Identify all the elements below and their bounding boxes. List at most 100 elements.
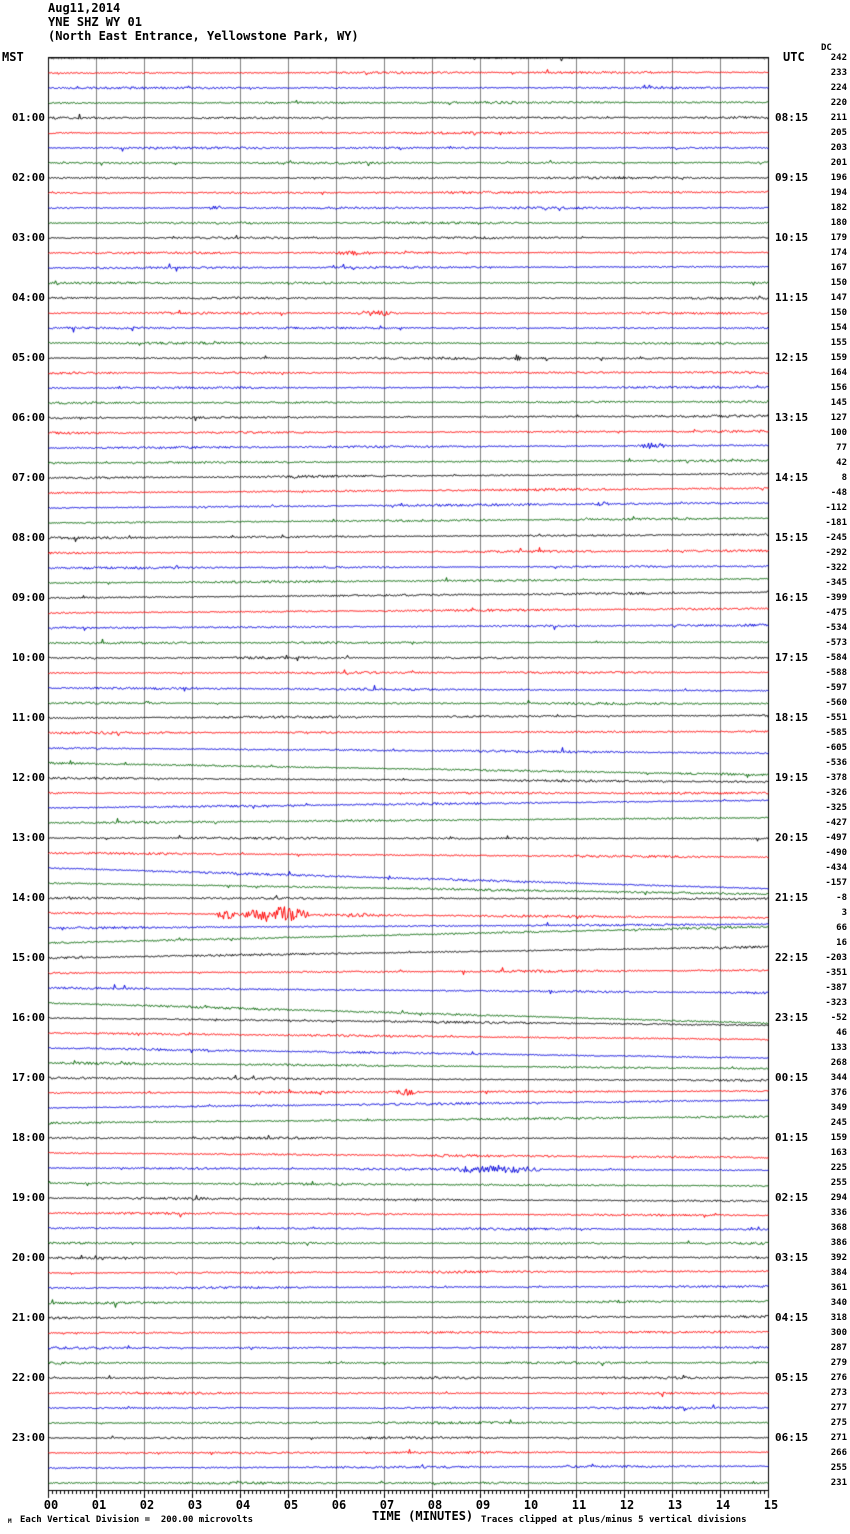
dc-value: 164 — [830, 368, 847, 378]
dc-value: 16 — [836, 938, 847, 948]
dc-value: 300 — [830, 1328, 847, 1338]
dc-value: 276 — [830, 1373, 847, 1383]
mst-time-label: 15:00 — [11, 951, 45, 964]
mst-time-label: 01:00 — [11, 111, 45, 124]
dc-value: -551 — [825, 713, 847, 723]
dc-value: 224 — [830, 83, 847, 93]
dc-value: 279 — [830, 1358, 847, 1368]
dc-value: 231 — [830, 1478, 847, 1488]
x-tick-label: 11 — [571, 1498, 587, 1512]
dc-value: 100 — [830, 428, 847, 438]
utc-time-label: 12:15 — [775, 351, 809, 364]
dc-value: 159 — [830, 353, 847, 363]
title-date: Aug11,2014 — [48, 1, 121, 15]
mst-time-label: 11:00 — [11, 711, 45, 724]
x-tick-label: 10 — [523, 1498, 539, 1512]
mst-time-label: 05:00 — [11, 351, 45, 364]
x-tick-label: 03 — [187, 1498, 203, 1512]
dc-value: 154 — [830, 323, 847, 333]
mst-time-label: 04:00 — [11, 291, 45, 304]
mst-time-label: 06:00 — [11, 411, 45, 424]
dc-value: -292 — [825, 548, 847, 558]
dc-value: 376 — [830, 1088, 847, 1098]
utc-time-label: 11:15 — [775, 291, 809, 304]
mst-time-label: 16:00 — [11, 1011, 45, 1024]
mst-time-label: 17:00 — [11, 1071, 45, 1084]
dc-value: 194 — [830, 188, 847, 198]
dc-value: 145 — [830, 398, 847, 408]
x-tick-label: 15 — [763, 1498, 779, 1512]
dc-value: -8 — [836, 893, 847, 903]
mst-time-label: 19:00 — [11, 1191, 45, 1204]
dc-value: 8 — [841, 473, 847, 483]
mst-time-label: 07:00 — [11, 471, 45, 484]
dc-value: -434 — [825, 863, 847, 873]
dc-value: -497 — [825, 833, 847, 843]
scale-note: Each Vertical Division = 200.00 microvol… — [20, 1515, 253, 1525]
dc-value: 46 — [836, 1028, 847, 1038]
dc-value: -52 — [830, 1013, 847, 1023]
utc-time-label: 08:15 — [775, 111, 809, 124]
utc-time-label: 19:15 — [775, 771, 809, 784]
x-tick-label: 04 — [235, 1498, 251, 1512]
dc-value: -427 — [825, 818, 847, 828]
mst-time-label: 12:00 — [11, 771, 45, 784]
dc-value: 275 — [830, 1418, 847, 1428]
dc-value: 245 — [830, 1118, 847, 1128]
dc-value: 147 — [830, 293, 847, 303]
title-station: YNE SHZ WY 01 — [48, 15, 142, 29]
dc-value: 266 — [830, 1448, 847, 1458]
dc-value: -323 — [825, 998, 847, 1008]
utc-time-label: 05:15 — [775, 1371, 809, 1384]
utc-time-label: 21:15 — [775, 891, 809, 904]
dc-value: -605 — [825, 743, 847, 753]
dc-column-label: DC — [821, 43, 832, 53]
dc-value: -584 — [825, 653, 847, 663]
dc-value: 66 — [836, 923, 847, 933]
x-tick-label: 13 — [667, 1498, 683, 1512]
utc-time-label: 13:15 — [775, 411, 809, 424]
utc-time-label: 14:15 — [775, 471, 809, 484]
mst-time-label: 14:00 — [11, 891, 45, 904]
x-tick-label: 14 — [715, 1498, 731, 1512]
dc-value: -560 — [825, 698, 847, 708]
dc-value: 294 — [830, 1193, 847, 1203]
title-location: (North East Entrance, Yellowstone Park, … — [48, 29, 359, 43]
x-axis-title: TIME (MINUTES) — [372, 1509, 474, 1523]
utc-time-label: 18:15 — [775, 711, 809, 724]
dc-value: -181 — [825, 518, 847, 528]
dc-value: 77 — [836, 443, 847, 453]
dc-value: 271 — [830, 1433, 847, 1443]
utc-time-label: 06:15 — [775, 1431, 809, 1444]
x-tick-label: 12 — [619, 1498, 635, 1512]
dc-value: -399 — [825, 593, 847, 603]
dc-value: -588 — [825, 668, 847, 678]
dc-value: 255 — [830, 1178, 847, 1188]
dc-value: 225 — [830, 1163, 847, 1173]
mst-time-label: 21:00 — [11, 1311, 45, 1324]
dc-value: -573 — [825, 638, 847, 648]
dc-value: 336 — [830, 1208, 847, 1218]
dc-value: 3 — [841, 908, 847, 918]
utc-time-label: 15:15 — [775, 531, 809, 544]
dc-value: -475 — [825, 608, 847, 618]
dc-value: -378 — [825, 773, 847, 783]
dc-value: 361 — [830, 1283, 847, 1293]
x-tick-label: 00 — [43, 1498, 59, 1512]
utc-time-label: 23:15 — [775, 1011, 809, 1024]
dc-value: 386 — [830, 1238, 847, 1248]
mst-time-label: 08:00 — [11, 531, 45, 544]
dc-value: 155 — [830, 338, 847, 348]
mst-time-label: 23:00 — [11, 1431, 45, 1444]
dc-value: 163 — [830, 1148, 847, 1158]
utc-time-label: 09:15 — [775, 171, 809, 184]
x-tick-label: 01 — [91, 1498, 107, 1512]
utc-time-label: 16:15 — [775, 591, 809, 604]
dc-value: -157 — [825, 878, 847, 888]
dc-value: 196 — [830, 173, 847, 183]
dc-value: 203 — [830, 143, 847, 153]
utc-time-label: 03:15 — [775, 1251, 809, 1264]
dc-value: 150 — [830, 278, 847, 288]
left-axis-label: MST — [2, 50, 24, 64]
